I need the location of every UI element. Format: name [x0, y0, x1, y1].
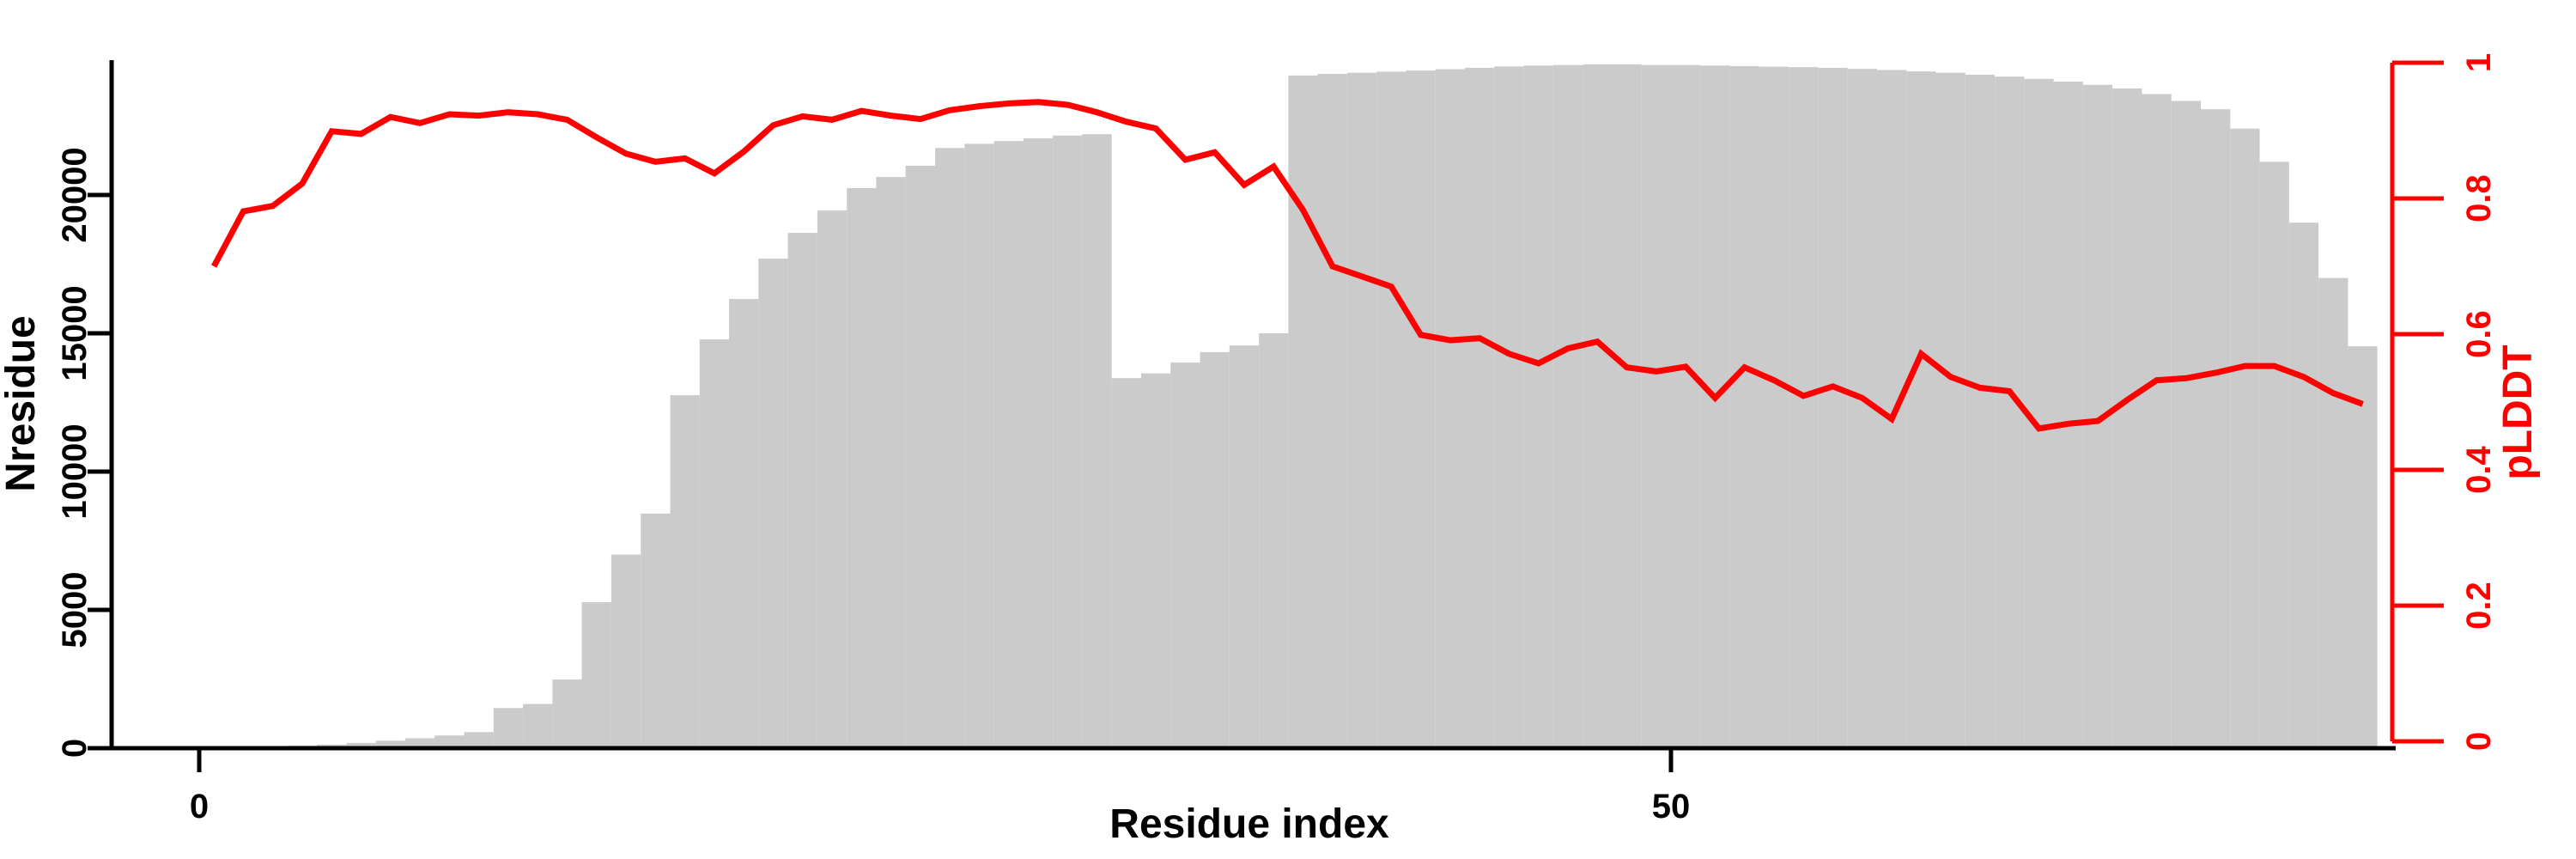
right-axis-title: pLDDT — [2495, 344, 2541, 479]
bottom-tick-label: 50 — [1652, 788, 1691, 825]
nresidue-bar — [1317, 74, 1347, 748]
axes: 0 5000 10000 15000 20000 0 50 0 0.2 0.4 0.6 0.8 1 — [56, 53, 2498, 825]
nresidue-bar — [552, 679, 582, 748]
left-tick-label: 10000 — [56, 423, 94, 519]
nresidue-bar — [1053, 135, 1083, 749]
nresidue-bar — [1406, 70, 1436, 749]
nresidue-bar — [2201, 109, 2231, 748]
nresidue-bar — [699, 339, 730, 748]
nresidue-bar — [581, 602, 611, 748]
nresidue-bar — [2259, 161, 2289, 748]
nresidue-bar — [1641, 64, 1671, 748]
plddt-line-series — [211, 99, 2364, 432]
nresidue-bar — [2053, 82, 2083, 748]
left-axis-ticks: 0 5000 10000 15000 20000 — [56, 147, 112, 758]
nresidue-bar — [523, 704, 553, 748]
nresidue-bar — [670, 395, 700, 748]
nresidue-bar — [1465, 67, 1495, 748]
nresidue-bar — [611, 554, 641, 748]
x-axis-title: Residue index — [1109, 801, 1389, 847]
nresidue-bar — [1141, 373, 1171, 748]
nresidue-bar — [1552, 64, 1583, 748]
nresidue-bar — [1935, 72, 1965, 748]
nresidue-bar — [787, 233, 817, 749]
nresidue-bar — [1671, 64, 1701, 748]
nresidue-bar — [1200, 351, 1230, 748]
right-tick-label: 0.6 — [2460, 310, 2498, 358]
nresidue-bar — [1170, 362, 1200, 748]
nresidue-bar — [1523, 65, 1553, 749]
nresidue-bar — [1995, 76, 2025, 748]
nresidue-bar — [1494, 66, 1524, 749]
left-tick-label: 15000 — [56, 285, 94, 381]
left-tick-label: 20000 — [56, 147, 94, 242]
nresidue-bar — [2171, 101, 2202, 748]
nresidue-bar — [375, 740, 405, 748]
nresidue-bar — [1111, 378, 1141, 748]
nresidue-bar — [493, 708, 524, 748]
right-tick-label: 0.2 — [2460, 582, 2498, 630]
nresidue-bar — [2230, 128, 2260, 748]
right-tick-label: 0 — [2460, 732, 2498, 751]
nresidue-bar — [993, 141, 1024, 748]
nresidue-bar — [1906, 71, 1936, 749]
right-tick-label: 0.4 — [2460, 445, 2498, 493]
nresidue-bar — [2288, 222, 2319, 748]
left-tick-label: 0 — [56, 739, 94, 758]
nresidue-bar — [758, 259, 788, 749]
nresidue-bar — [2142, 94, 2172, 748]
nresidue-bar — [1259, 333, 1289, 748]
nresidue-bar — [1346, 72, 1377, 748]
right-tick-label: 1 — [2460, 53, 2498, 72]
nresidue-bar — [1789, 67, 1819, 748]
nresidue-bar — [817, 210, 848, 748]
nresidue-bar — [1023, 138, 1054, 748]
bottom-axis-ticks: 0 50 — [190, 748, 1690, 825]
nresidue-bar — [1759, 66, 1789, 749]
plddt-line — [211, 99, 2364, 432]
nresidue-bar — [905, 165, 935, 748]
nresidue-bar — [1583, 64, 1613, 748]
nresidue-bar — [964, 143, 994, 748]
nresidue-bars — [199, 64, 2378, 749]
nresidue-bar — [876, 177, 906, 749]
left-axis-title: Nresidue — [0, 315, 44, 491]
right-tick-label: 0.8 — [2460, 174, 2498, 222]
nresidue-bar — [2112, 88, 2142, 748]
nresidue-bar — [434, 735, 465, 748]
nresidue-bar — [847, 188, 877, 748]
nresidue-bar — [1700, 65, 1730, 749]
nresidue-bar — [346, 742, 376, 748]
nresidue-bar — [1612, 64, 1642, 748]
nresidue-bar — [1435, 69, 1466, 748]
nresidue-bar — [2318, 277, 2348, 749]
nresidue-bar — [1965, 74, 1996, 748]
nresidue-bar — [1729, 65, 1759, 748]
left-tick-label: 5000 — [56, 572, 94, 649]
nresidue-bar — [1288, 75, 1318, 748]
nresidue-bar — [641, 513, 671, 748]
nresidue-bar — [405, 738, 435, 748]
nresidue-bar — [1082, 134, 1112, 748]
nresidue-bar — [1376, 71, 1406, 748]
nresidue-bar — [729, 299, 759, 749]
nresidue-bar — [2348, 346, 2378, 748]
nresidue-bar — [1818, 67, 1848, 748]
bottom-tick-label: 0 — [190, 788, 209, 825]
nresidue-bar — [1229, 345, 1260, 748]
right-axis-ticks: 0 0.2 0.4 0.6 0.8 1 — [2392, 53, 2498, 751]
nresidue-bar — [464, 732, 494, 748]
nresidue-bar — [935, 148, 965, 749]
